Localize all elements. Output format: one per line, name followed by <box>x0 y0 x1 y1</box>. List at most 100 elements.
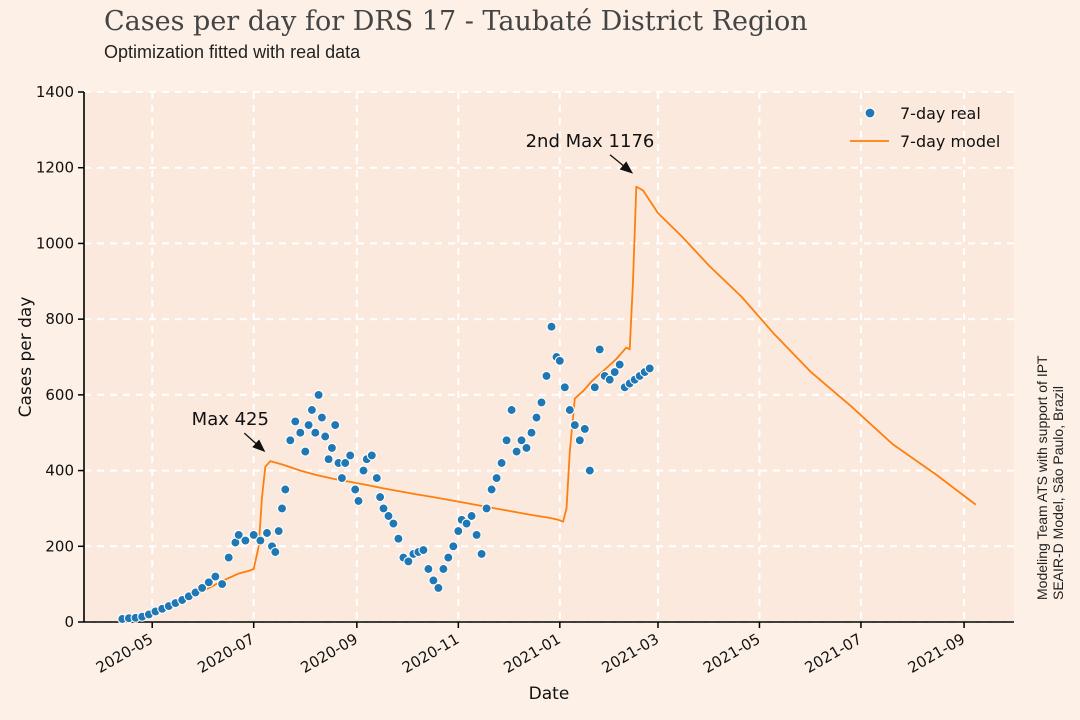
x-tick-label: 2020-11 <box>399 630 462 677</box>
real-point <box>594 344 605 355</box>
real-point <box>448 541 459 552</box>
real-point <box>443 552 454 563</box>
real-point <box>203 577 214 588</box>
real-point <box>614 359 625 370</box>
x-tick-label: 2021-09 <box>905 630 968 677</box>
real-point <box>579 423 590 434</box>
real-point <box>340 457 351 469</box>
real-point <box>270 546 281 558</box>
real-point <box>453 526 464 537</box>
x-axis-label: Date <box>529 684 570 704</box>
y-ticks: 0 200 400 600 800 1000 1200 1400 <box>36 83 84 631</box>
real-point <box>554 355 565 366</box>
real-point <box>217 579 228 590</box>
real-point <box>378 503 389 514</box>
chart-title: Cases per day for DRS 17 - Taubaté Distr… <box>104 6 808 37</box>
x-tick-label: 2020-09 <box>298 630 361 677</box>
x-tick-label: 2021-03 <box>599 630 662 677</box>
real-point <box>564 404 575 416</box>
x-tick-label: 2021-05 <box>700 630 763 677</box>
real-point <box>300 446 311 457</box>
real-point <box>350 484 361 495</box>
real-series <box>117 321 655 625</box>
real-point <box>428 575 439 586</box>
y-tick-label: 400 <box>45 462 74 480</box>
real-point <box>388 518 399 529</box>
real-point <box>248 529 259 540</box>
real-point <box>531 412 542 423</box>
y-tick-label: 1000 <box>36 234 74 252</box>
real-point <box>336 473 347 484</box>
real-point <box>644 363 655 374</box>
legend-real-marker <box>864 107 876 119</box>
x-tick-label: 2021-07 <box>802 630 865 677</box>
real-point <box>375 492 386 503</box>
real-point <box>526 427 537 438</box>
real-point <box>471 529 482 540</box>
real-point <box>491 473 502 484</box>
y-tick-label: 800 <box>45 310 74 328</box>
real-point <box>438 563 449 575</box>
real-point <box>501 435 512 446</box>
real-point <box>320 431 331 442</box>
real-point <box>371 473 382 484</box>
real-point <box>316 412 327 423</box>
axes <box>83 92 1014 623</box>
annotations: Max 425 2nd Max 1176 <box>192 131 655 452</box>
real-point <box>261 527 273 539</box>
x-tick-label: 2020-05 <box>93 630 156 677</box>
annotation-second-max-arrow <box>609 154 634 174</box>
real-point <box>423 563 434 575</box>
real-point <box>433 582 444 593</box>
y-tick-label: 600 <box>45 386 74 404</box>
real-point <box>210 571 221 582</box>
real-point <box>418 545 429 556</box>
real-point <box>197 582 208 593</box>
real-point <box>326 442 337 453</box>
real-point <box>559 382 570 393</box>
real-point <box>521 442 532 453</box>
real-point <box>466 510 477 522</box>
real-point <box>461 518 472 529</box>
real-point <box>383 510 394 522</box>
real-point <box>273 526 284 537</box>
y-tick-label: 200 <box>45 537 74 555</box>
real-point <box>233 529 244 540</box>
real-point <box>310 427 321 438</box>
real-point <box>569 420 580 431</box>
real-point <box>486 484 497 495</box>
x-tick-label: 2020-07 <box>194 630 257 677</box>
real-point <box>393 533 404 544</box>
real-point <box>481 503 492 514</box>
real-point <box>285 435 296 446</box>
real-point <box>255 535 266 546</box>
real-point <box>589 382 600 393</box>
real-point <box>323 454 334 465</box>
real-point <box>358 465 369 476</box>
real-point <box>345 450 356 461</box>
legend-real-label: 7-day real <box>900 104 981 123</box>
legend-model-label: 7-day model <box>900 132 1000 151</box>
y-tick-label: 1400 <box>36 83 74 101</box>
annotation-second-max-label: 2nd Max 1176 <box>526 131 655 152</box>
x-ticks: 2020-05 2020-07 2020-09 2020-11 2021-01 2021-… <box>93 622 968 677</box>
plot-area <box>84 92 1014 622</box>
real-point <box>506 404 517 416</box>
real-point <box>290 416 301 427</box>
real-point <box>313 389 324 400</box>
real-point <box>330 420 341 431</box>
real-point <box>306 404 317 416</box>
x-tick-label: 2021-01 <box>501 630 564 677</box>
real-point <box>496 457 507 469</box>
real-point <box>574 435 585 446</box>
real-point <box>516 435 527 446</box>
real-point <box>223 552 234 563</box>
real-point <box>403 556 414 567</box>
y-axis-label: Cases per day <box>16 297 36 418</box>
real-point <box>476 548 487 559</box>
chart-subtitle: Optimization fitted with real data <box>104 42 361 62</box>
real-point <box>280 484 291 495</box>
real-point <box>276 503 288 514</box>
real-point <box>295 427 306 438</box>
